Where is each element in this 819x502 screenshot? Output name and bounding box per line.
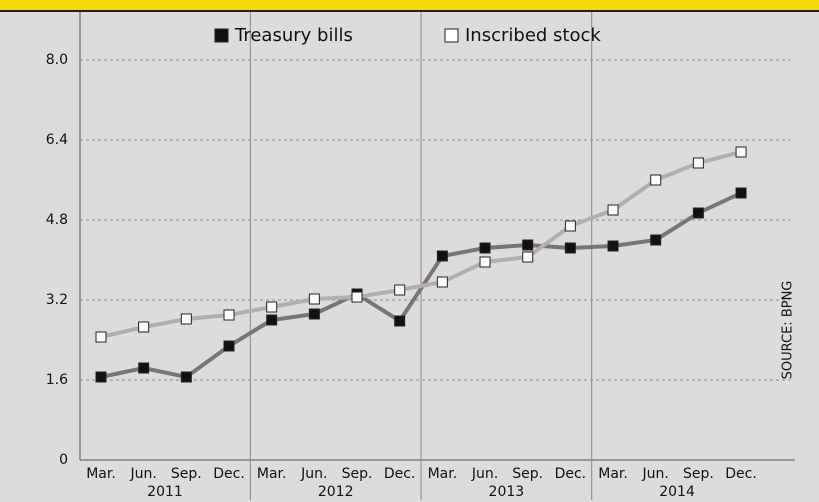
x-tick-label: Dec.	[384, 466, 416, 482]
legend-label: Inscribed stock	[465, 25, 601, 46]
marker	[223, 309, 235, 321]
marker	[735, 146, 747, 158]
marker	[308, 293, 320, 305]
marker	[607, 204, 619, 216]
series-line	[100, 150, 742, 339]
marker	[436, 276, 448, 288]
marker	[522, 239, 534, 251]
marker	[95, 331, 107, 343]
marker	[138, 321, 150, 333]
y-tick-label: 0	[59, 452, 68, 468]
year-label: 2011	[147, 484, 183, 500]
marker	[607, 240, 619, 252]
marker	[564, 220, 576, 232]
x-tick-label: Dec.	[725, 466, 757, 482]
y-tick-label: 4.8	[46, 212, 68, 228]
legend-label: Treasury bills	[234, 25, 353, 46]
title-band	[0, 0, 819, 11]
x-tick-label: Mar.	[86, 466, 116, 482]
x-tick-label: Jun.	[130, 466, 157, 482]
legend-swatch	[444, 28, 459, 43]
marker	[522, 251, 534, 263]
marker	[394, 284, 406, 296]
x-tick-label: Sep.	[512, 466, 543, 482]
marker	[650, 174, 662, 186]
year-label: 2013	[489, 484, 525, 500]
marker	[564, 242, 576, 254]
marker	[692, 207, 704, 219]
marker	[138, 362, 150, 374]
marker	[394, 315, 406, 327]
y-tick-label: 3.2	[46, 292, 68, 308]
year-label: 2012	[318, 484, 354, 500]
x-tick-label: Sep.	[342, 466, 373, 482]
y-tick-label: 1.6	[46, 372, 68, 388]
x-tick-label: Mar.	[598, 466, 628, 482]
marker	[650, 234, 662, 246]
series-line	[100, 191, 742, 380]
marker	[180, 371, 192, 383]
marker	[308, 308, 320, 320]
marker	[180, 313, 192, 325]
marker	[436, 250, 448, 262]
marker	[692, 157, 704, 169]
x-tick-label: Sep.	[171, 466, 202, 482]
x-tick-label: Dec.	[213, 466, 245, 482]
x-tick-label: Dec.	[555, 466, 587, 482]
x-tick-label: Mar.	[257, 466, 287, 482]
y-tick-label: 6.4	[46, 132, 68, 148]
y-tick-label: 8.0	[46, 52, 68, 68]
marker	[95, 371, 107, 383]
marker	[735, 187, 747, 199]
x-tick-label: Jun.	[471, 466, 498, 482]
marker	[351, 291, 363, 303]
year-label: 2014	[659, 484, 695, 500]
marker	[266, 301, 278, 313]
source: SOURCE: BPNG	[781, 281, 796, 380]
marker	[479, 242, 491, 254]
x-tick-label: Jun.	[300, 466, 327, 482]
legend-swatch	[214, 28, 229, 43]
marker	[223, 340, 235, 352]
marker	[266, 314, 278, 326]
marker	[479, 256, 491, 268]
x-tick-label: Sep.	[683, 466, 714, 482]
x-tick-label: Mar.	[428, 466, 458, 482]
x-tick-label: Jun.	[642, 466, 669, 482]
